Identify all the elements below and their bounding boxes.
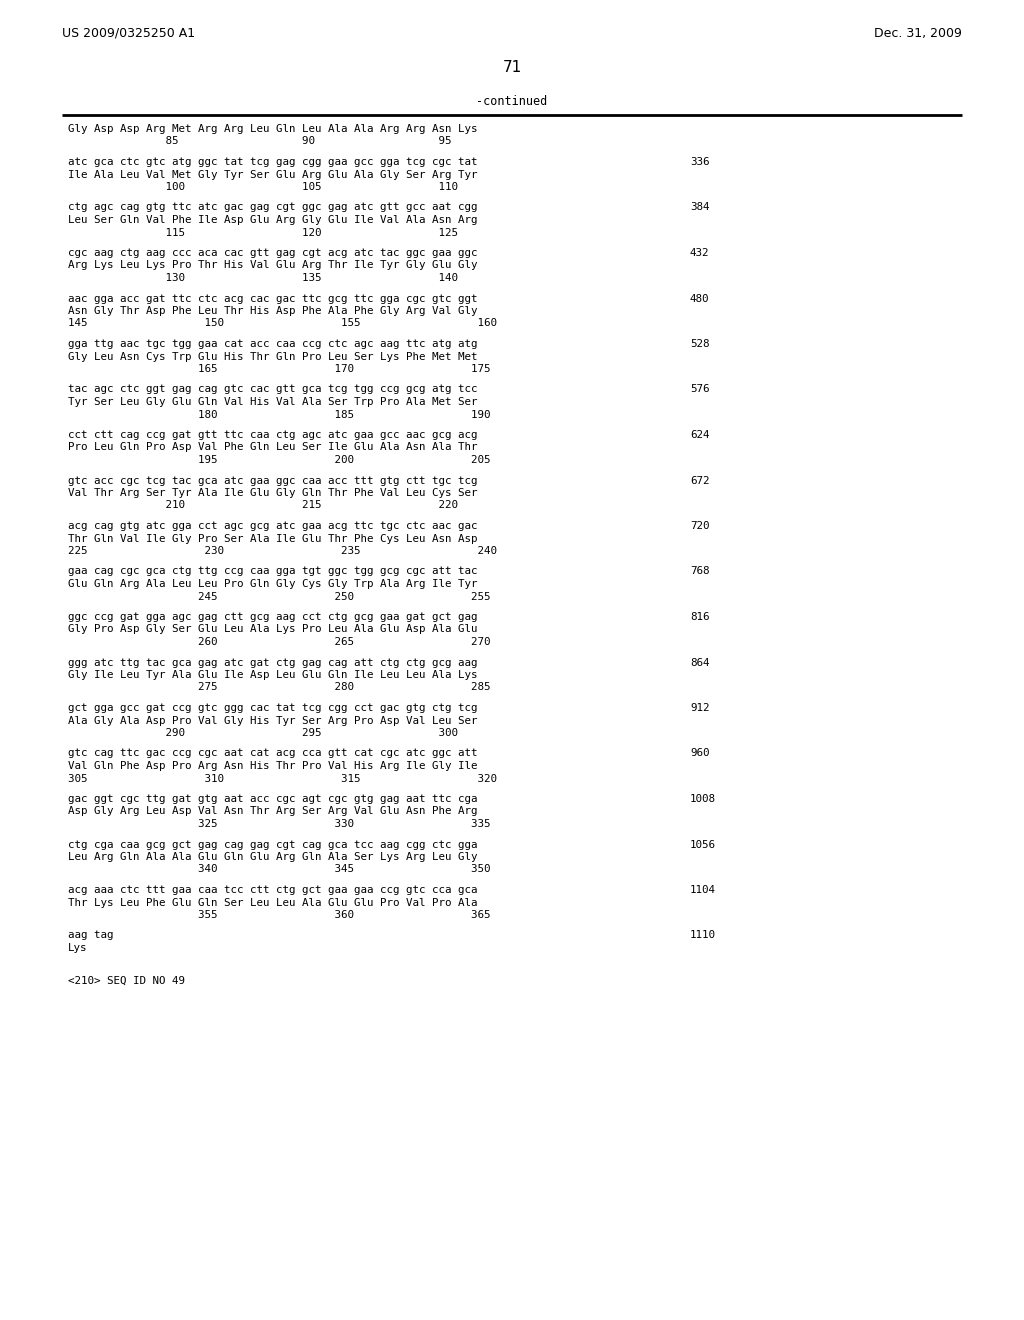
Text: Asn Gly Thr Asp Phe Leu Thr His Asp Phe Ala Phe Gly Arg Val Gly: Asn Gly Thr Asp Phe Leu Thr His Asp Phe …: [68, 306, 477, 315]
Text: 325                  330                  335: 325 330 335: [68, 818, 490, 829]
Text: 576: 576: [690, 384, 710, 395]
Text: Glu Gln Arg Ala Leu Leu Pro Gln Gly Cys Gly Trp Ala Arg Ile Tyr: Glu Gln Arg Ala Leu Leu Pro Gln Gly Cys …: [68, 579, 477, 589]
Text: <210> SEQ ID NO 49: <210> SEQ ID NO 49: [68, 975, 185, 986]
Text: gga ttg aac tgc tgg gaa cat acc caa ccg ctc agc aag ttc atg atg: gga ttg aac tgc tgg gaa cat acc caa ccg …: [68, 339, 477, 348]
Text: Lys: Lys: [68, 942, 87, 953]
Text: 260                  265                  270: 260 265 270: [68, 638, 490, 647]
Text: 720: 720: [690, 521, 710, 531]
Text: 912: 912: [690, 704, 710, 713]
Text: 195                  200                  205: 195 200 205: [68, 455, 490, 465]
Text: 432: 432: [690, 248, 710, 257]
Text: 210                  215                  220: 210 215 220: [68, 500, 458, 511]
Text: 336: 336: [690, 157, 710, 168]
Text: 864: 864: [690, 657, 710, 668]
Text: Val Thr Arg Ser Tyr Ala Ile Glu Gly Gln Thr Phe Val Leu Cys Ser: Val Thr Arg Ser Tyr Ala Ile Glu Gly Gln …: [68, 488, 477, 498]
Text: Tyr Ser Leu Gly Glu Gln Val His Val Ala Ser Trp Pro Ala Met Ser: Tyr Ser Leu Gly Glu Gln Val His Val Ala …: [68, 397, 477, 407]
Text: ggc ccg gat gga agc gag ctt gcg aag cct ctg gcg gaa gat gct gag: ggc ccg gat gga agc gag ctt gcg aag cct …: [68, 612, 477, 622]
Text: Gly Pro Asp Gly Ser Glu Leu Ala Lys Pro Leu Ala Glu Asp Ala Glu: Gly Pro Asp Gly Ser Glu Leu Ala Lys Pro …: [68, 624, 477, 635]
Text: -continued: -continued: [476, 95, 548, 108]
Text: 290                  295                  300: 290 295 300: [68, 729, 458, 738]
Text: 1008: 1008: [690, 795, 716, 804]
Text: 355                  360                  365: 355 360 365: [68, 909, 490, 920]
Text: acg cag gtg atc gga cct agc gcg atc gaa acg ttc tgc ctc aac gac: acg cag gtg atc gga cct agc gcg atc gaa …: [68, 521, 477, 531]
Text: 145                  150                  155                  160: 145 150 155 160: [68, 318, 497, 329]
Text: Thr Gln Val Ile Gly Pro Ser Ala Ile Glu Thr Phe Cys Leu Asn Asp: Thr Gln Val Ile Gly Pro Ser Ala Ile Glu …: [68, 533, 477, 544]
Text: aag tag: aag tag: [68, 931, 114, 940]
Text: 115                  120                  125: 115 120 125: [68, 227, 458, 238]
Text: Thr Lys Leu Phe Glu Gln Ser Leu Leu Ala Glu Glu Pro Val Pro Ala: Thr Lys Leu Phe Glu Gln Ser Leu Leu Ala …: [68, 898, 477, 908]
Text: 672: 672: [690, 475, 710, 486]
Text: 960: 960: [690, 748, 710, 759]
Text: 225                  230                  235                  240: 225 230 235 240: [68, 546, 497, 556]
Text: tac agc ctc ggt gag cag gtc cac gtt gca tcg tgg ccg gcg atg tcc: tac agc ctc ggt gag cag gtc cac gtt gca …: [68, 384, 477, 395]
Text: gaa cag cgc gca ctg ttg ccg caa gga tgt ggc tgg gcg cgc att tac: gaa cag cgc gca ctg ttg ccg caa gga tgt …: [68, 566, 477, 577]
Text: 100                  105                  110: 100 105 110: [68, 182, 458, 191]
Text: 165                  170                  175: 165 170 175: [68, 364, 490, 374]
Text: aac gga acc gat ttc ctc acg cac gac ttc gcg ttc gga cgc gtc ggt: aac gga acc gat ttc ctc acg cac gac ttc …: [68, 293, 477, 304]
Text: gct gga gcc gat ccg gtc ggg cac tat tcg cgg cct gac gtg ctg tcg: gct gga gcc gat ccg gtc ggg cac tat tcg …: [68, 704, 477, 713]
Text: gac ggt cgc ttg gat gtg aat acc cgc agt cgc gtg gag aat ttc cga: gac ggt cgc ttg gat gtg aat acc cgc agt …: [68, 795, 477, 804]
Text: atc gca ctc gtc atg ggc tat tcg gag cgg gaa gcc gga tcg cgc tat: atc gca ctc gtc atg ggc tat tcg gag cgg …: [68, 157, 477, 168]
Text: 816: 816: [690, 612, 710, 622]
Text: 305                  310                  315                  320: 305 310 315 320: [68, 774, 497, 784]
Text: 480: 480: [690, 293, 710, 304]
Text: 71: 71: [503, 59, 521, 75]
Text: 245                  250                  255: 245 250 255: [68, 591, 490, 602]
Text: cgc aag ctg aag ccc aca cac gtt gag cgt acg atc tac ggc gaa ggc: cgc aag ctg aag ccc aca cac gtt gag cgt …: [68, 248, 477, 257]
Text: Asp Gly Arg Leu Asp Val Asn Thr Arg Ser Arg Val Glu Asn Phe Arg: Asp Gly Arg Leu Asp Val Asn Thr Arg Ser …: [68, 807, 477, 817]
Text: 180                  185                  190: 180 185 190: [68, 409, 490, 420]
Text: Gly Ile Leu Tyr Ala Glu Ile Asp Leu Glu Gln Ile Leu Leu Ala Lys: Gly Ile Leu Tyr Ala Glu Ile Asp Leu Glu …: [68, 671, 477, 680]
Text: Val Gln Phe Asp Pro Arg Asn His Thr Pro Val His Arg Ile Gly Ile: Val Gln Phe Asp Pro Arg Asn His Thr Pro …: [68, 762, 477, 771]
Text: 624: 624: [690, 430, 710, 440]
Text: 85                   90                   95: 85 90 95: [68, 136, 452, 147]
Text: Arg Lys Leu Lys Pro Thr His Val Glu Arg Thr Ile Tyr Gly Glu Gly: Arg Lys Leu Lys Pro Thr His Val Glu Arg …: [68, 260, 477, 271]
Text: 1110: 1110: [690, 931, 716, 940]
Text: Pro Leu Gln Pro Asp Val Phe Gln Leu Ser Ile Glu Ala Asn Ala Thr: Pro Leu Gln Pro Asp Val Phe Gln Leu Ser …: [68, 442, 477, 453]
Text: 384: 384: [690, 202, 710, 213]
Text: ctg cga caa gcg gct gag cag gag cgt cag gca tcc aag cgg ctc gga: ctg cga caa gcg gct gag cag gag cgt cag …: [68, 840, 477, 850]
Text: US 2009/0325250 A1: US 2009/0325250 A1: [62, 26, 196, 40]
Text: cct ctt cag ccg gat gtt ttc caa ctg agc atc gaa gcc aac gcg acg: cct ctt cag ccg gat gtt ttc caa ctg agc …: [68, 430, 477, 440]
Text: 1104: 1104: [690, 884, 716, 895]
Text: 768: 768: [690, 566, 710, 577]
Text: Ala Gly Ala Asp Pro Val Gly His Tyr Ser Arg Pro Asp Val Leu Ser: Ala Gly Ala Asp Pro Val Gly His Tyr Ser …: [68, 715, 477, 726]
Text: Gly Asp Asp Arg Met Arg Arg Leu Gln Leu Ala Ala Arg Arg Asn Lys: Gly Asp Asp Arg Met Arg Arg Leu Gln Leu …: [68, 124, 477, 135]
Text: 1056: 1056: [690, 840, 716, 850]
Text: Ile Ala Leu Val Met Gly Tyr Ser Glu Arg Glu Ala Gly Ser Arg Tyr: Ile Ala Leu Val Met Gly Tyr Ser Glu Arg …: [68, 169, 477, 180]
Text: 275                  280                  285: 275 280 285: [68, 682, 490, 693]
Text: 130                  135                  140: 130 135 140: [68, 273, 458, 282]
Text: 340                  345                  350: 340 345 350: [68, 865, 490, 874]
Text: gtc cag ttc gac ccg cgc aat cat acg cca gtt cat cgc atc ggc att: gtc cag ttc gac ccg cgc aat cat acg cca …: [68, 748, 477, 759]
Text: Gly Leu Asn Cys Trp Glu His Thr Gln Pro Leu Ser Lys Phe Met Met: Gly Leu Asn Cys Trp Glu His Thr Gln Pro …: [68, 351, 477, 362]
Text: gtc acc cgc tcg tac gca atc gaa ggc caa acc ttt gtg ctt tgc tcg: gtc acc cgc tcg tac gca atc gaa ggc caa …: [68, 475, 477, 486]
Text: Dec. 31, 2009: Dec. 31, 2009: [874, 26, 962, 40]
Text: Leu Arg Gln Ala Ala Glu Gln Glu Arg Gln Ala Ser Lys Arg Leu Gly: Leu Arg Gln Ala Ala Glu Gln Glu Arg Gln …: [68, 851, 477, 862]
Text: ggg atc ttg tac gca gag atc gat ctg gag cag att ctg ctg gcg aag: ggg atc ttg tac gca gag atc gat ctg gag …: [68, 657, 477, 668]
Text: Leu Ser Gln Val Phe Ile Asp Glu Arg Gly Glu Ile Val Ala Asn Arg: Leu Ser Gln Val Phe Ile Asp Glu Arg Gly …: [68, 215, 477, 224]
Text: 528: 528: [690, 339, 710, 348]
Text: ctg agc cag gtg ttc atc gac gag cgt ggc gag atc gtt gcc aat cgg: ctg agc cag gtg ttc atc gac gag cgt ggc …: [68, 202, 477, 213]
Text: acg aaa ctc ttt gaa caa tcc ctt ctg gct gaa gaa ccg gtc cca gca: acg aaa ctc ttt gaa caa tcc ctt ctg gct …: [68, 884, 477, 895]
